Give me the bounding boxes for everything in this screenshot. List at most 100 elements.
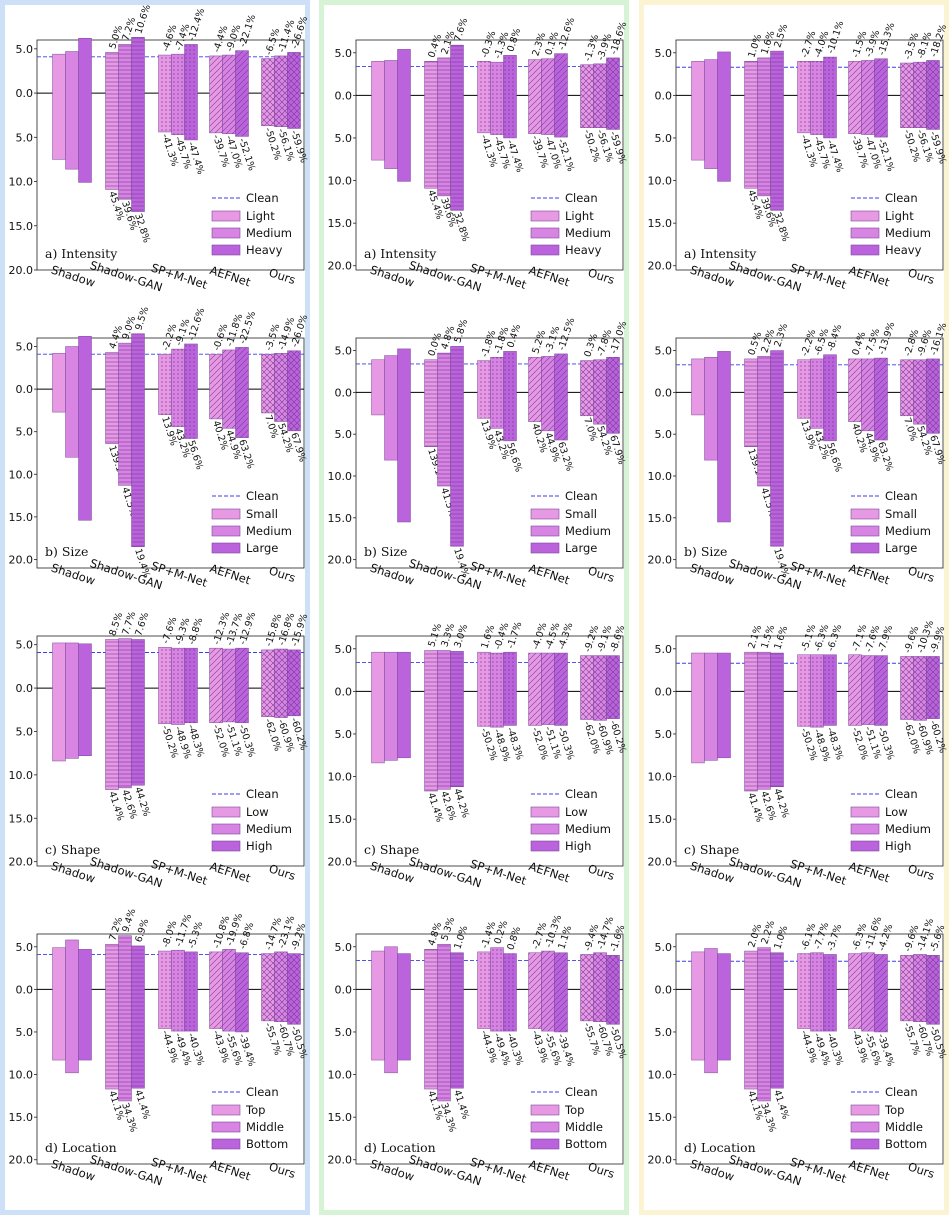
bar-hatch [744, 358, 758, 447]
bar-hatch [757, 356, 771, 487]
bar-hatch [261, 58, 275, 126]
bar-hatch [900, 359, 914, 416]
bar-hatch [810, 61, 824, 135]
y-tick-label: 15.0 [648, 217, 673, 230]
bar-hatch [131, 37, 145, 212]
axes-frame [355, 933, 624, 1165]
bar-hatch [770, 952, 784, 1089]
bar-hatch [450, 952, 464, 1089]
bar-hatch [490, 357, 504, 429]
legend-label: High [885, 839, 911, 853]
bar-hatch [424, 949, 438, 1090]
legend-swatch [850, 806, 880, 818]
bar-shadow-medium [384, 651, 398, 761]
panel-C-chart: 5.00.05.010.015.020.0 Shadow1.0%45.4%1.6%… [639, 0, 949, 1215]
y-tick-label: 0.0 [335, 89, 353, 102]
axes-frame [675, 337, 944, 569]
bar-shadow-medium [704, 59, 718, 169]
bar-shadow-low [371, 651, 385, 764]
legend-label: High [246, 839, 272, 853]
legend-swatch [530, 542, 560, 554]
panel-B: ℬ 5.00.05.010.015.020.0Shadow0.4%45.4%2.… [319, 0, 629, 1215]
legend-label: Large [885, 541, 917, 555]
legend-swatch [211, 840, 241, 852]
bar-hatch [541, 653, 555, 725]
y-tick-label: 10.0 [648, 470, 673, 483]
bar-hatch [580, 655, 594, 720]
bar-hatch [171, 349, 185, 427]
legend-label: Small [885, 507, 917, 521]
legend-clean-label: Clean [885, 191, 918, 205]
y-tick-label: 15.0 [328, 813, 353, 826]
bar-hatch [118, 638, 132, 788]
legend-label: Medium [565, 226, 611, 240]
bar-hatch [222, 649, 236, 722]
legend-label: Low [885, 805, 908, 819]
legend-swatch [211, 542, 241, 554]
bar-hatch [477, 360, 491, 419]
y-tick-label: 5.0 [16, 941, 34, 954]
legend-label: Top [884, 1103, 904, 1117]
bar-hatch [490, 653, 504, 728]
bar-hatch [823, 354, 837, 441]
bar-shadow-large [397, 348, 411, 523]
legend-swatch [850, 244, 880, 256]
panel-canvas [324, 5, 624, 1210]
subplot-label: b) Size [684, 544, 727, 559]
y-tick-label: 5.0 [335, 47, 353, 60]
y-tick-label: 0.0 [655, 685, 673, 698]
bar-shadow-heavy [78, 37, 92, 183]
y-tick-label: 15.0 [9, 1111, 34, 1124]
bar-hatch [131, 639, 145, 786]
bar-shadow-small [371, 359, 385, 416]
bar-hatch [797, 359, 811, 419]
bar-hatch [105, 944, 119, 1090]
subplot-label: a) Intensity [364, 246, 437, 261]
y-tick-label: 0.0 [16, 383, 34, 396]
bar-hatch [287, 350, 301, 431]
legend-swatch [530, 806, 560, 818]
bar-hatch [757, 57, 771, 196]
bar-hatch [287, 649, 301, 716]
legend-swatch [850, 1138, 880, 1150]
bar-hatch [437, 650, 451, 790]
bar-hatch [171, 54, 185, 135]
y-tick-label: 5.0 [16, 43, 34, 56]
y-tick-label: 10.0 [9, 1069, 34, 1082]
bar-shadow-light [691, 61, 705, 161]
bar-hatch [580, 360, 594, 416]
legend-label: Top [564, 1103, 584, 1117]
legend-label: Medium [246, 226, 292, 240]
subplot-label: c) Shape [45, 842, 100, 857]
subplot-label: d) Location [684, 1140, 756, 1155]
bar-shadow-medium [384, 355, 398, 461]
bar-hatch [184, 648, 198, 723]
y-tick-label: 15.0 [648, 1111, 673, 1124]
panel-canvas [644, 5, 944, 1210]
bar-shadow-high [78, 643, 92, 757]
y-tick-label: 10.0 [328, 771, 353, 784]
legend-swatch [211, 1138, 241, 1150]
bar-hatch [131, 945, 145, 1089]
bar-hatch [503, 55, 517, 138]
bar-shadow-medium [704, 652, 718, 761]
y-tick-label: 5.0 [16, 725, 34, 738]
y-tick-label: 10.0 [328, 175, 353, 188]
legend-clean-label: Clean [565, 489, 598, 503]
bar-hatch [848, 358, 862, 422]
y-tick-label: 5.0 [655, 47, 673, 60]
bar-hatch [235, 50, 249, 137]
y-tick-label: 20.0 [648, 1154, 673, 1167]
legend-clean-label: Clean [565, 191, 598, 205]
bar-hatch [554, 653, 568, 726]
legend-clean-label: Clean [246, 489, 279, 503]
bar-shadow-middle [384, 946, 398, 1074]
legend-swatch [850, 840, 880, 852]
subplot-dlocation: 5.00.05.010.015.020.0 Shadow7.2%41.1%9.4%… [9, 907, 309, 1188]
bar-hatch [554, 53, 568, 138]
legend-label: Small [565, 507, 597, 521]
bar-hatch [810, 952, 824, 1032]
legend-clean-label: Clean [246, 1085, 279, 1099]
bar-shadow-bottom [78, 949, 92, 1061]
bar-hatch [503, 351, 517, 441]
